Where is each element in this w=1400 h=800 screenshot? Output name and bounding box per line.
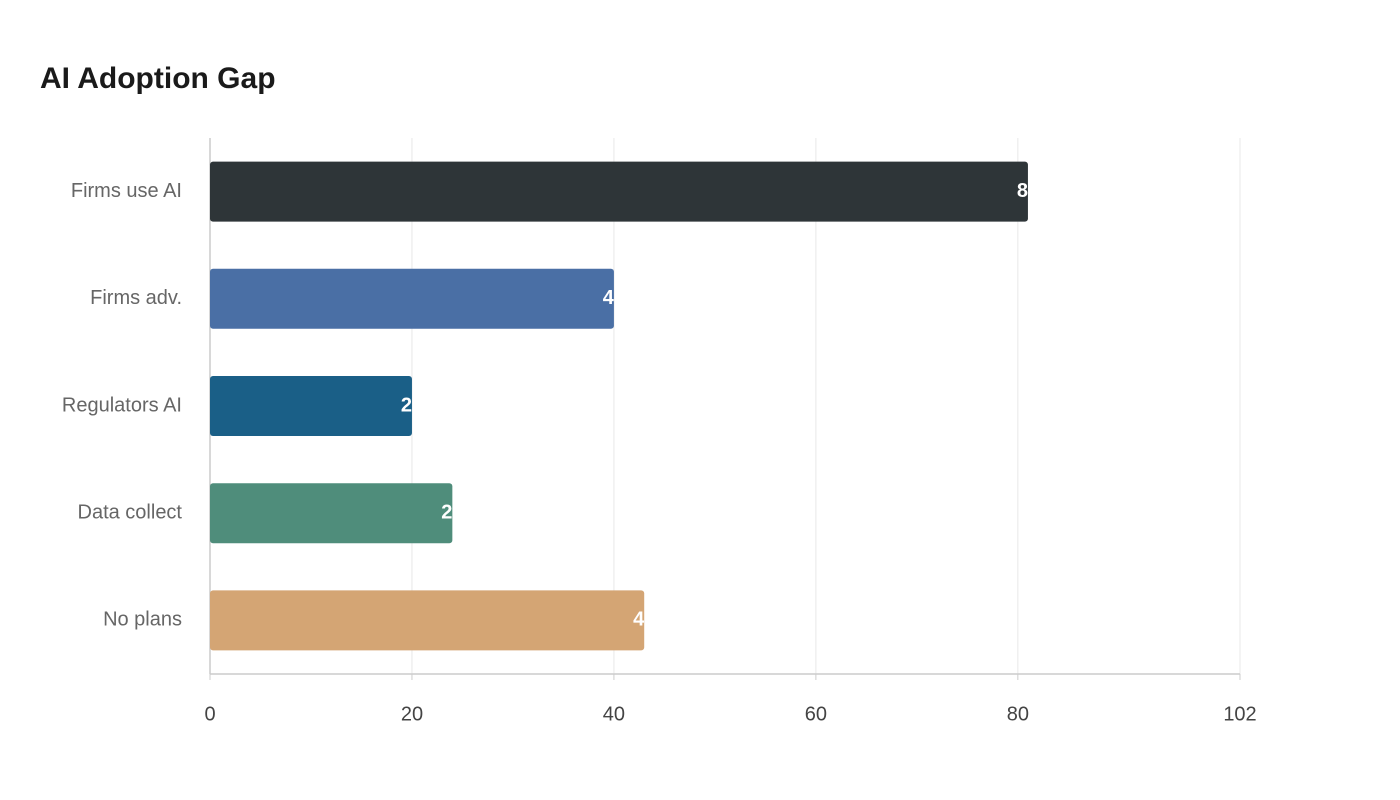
x-tick-label: 40 bbox=[603, 703, 625, 725]
x-tick-label: 60 bbox=[805, 703, 827, 725]
value-label: 20 bbox=[401, 394, 423, 416]
y-tick-label: No plans bbox=[103, 609, 182, 631]
value-label: 81 bbox=[1017, 180, 1039, 202]
x-tick-label: 102 bbox=[1223, 703, 1256, 725]
value-label: 24 bbox=[441, 501, 464, 523]
y-tick-label: Firms adv. bbox=[90, 287, 182, 309]
x-tick-label: 80 bbox=[1007, 703, 1029, 725]
bar bbox=[210, 483, 453, 544]
value-label: 43 bbox=[633, 609, 655, 631]
bar bbox=[210, 590, 645, 651]
bar bbox=[210, 161, 1028, 222]
y-tick-label: Regulators AI bbox=[62, 394, 182, 416]
x-tick-label: 0 bbox=[204, 703, 215, 725]
x-tick-label: 20 bbox=[401, 703, 423, 725]
chart-title: AI Adoption Gap bbox=[40, 62, 276, 95]
y-tick-label: Data collect bbox=[78, 501, 183, 523]
y-tick-label: Firms use AI bbox=[71, 180, 182, 202]
bar bbox=[210, 268, 614, 329]
bar bbox=[210, 376, 412, 436]
value-label: 40 bbox=[603, 287, 625, 309]
